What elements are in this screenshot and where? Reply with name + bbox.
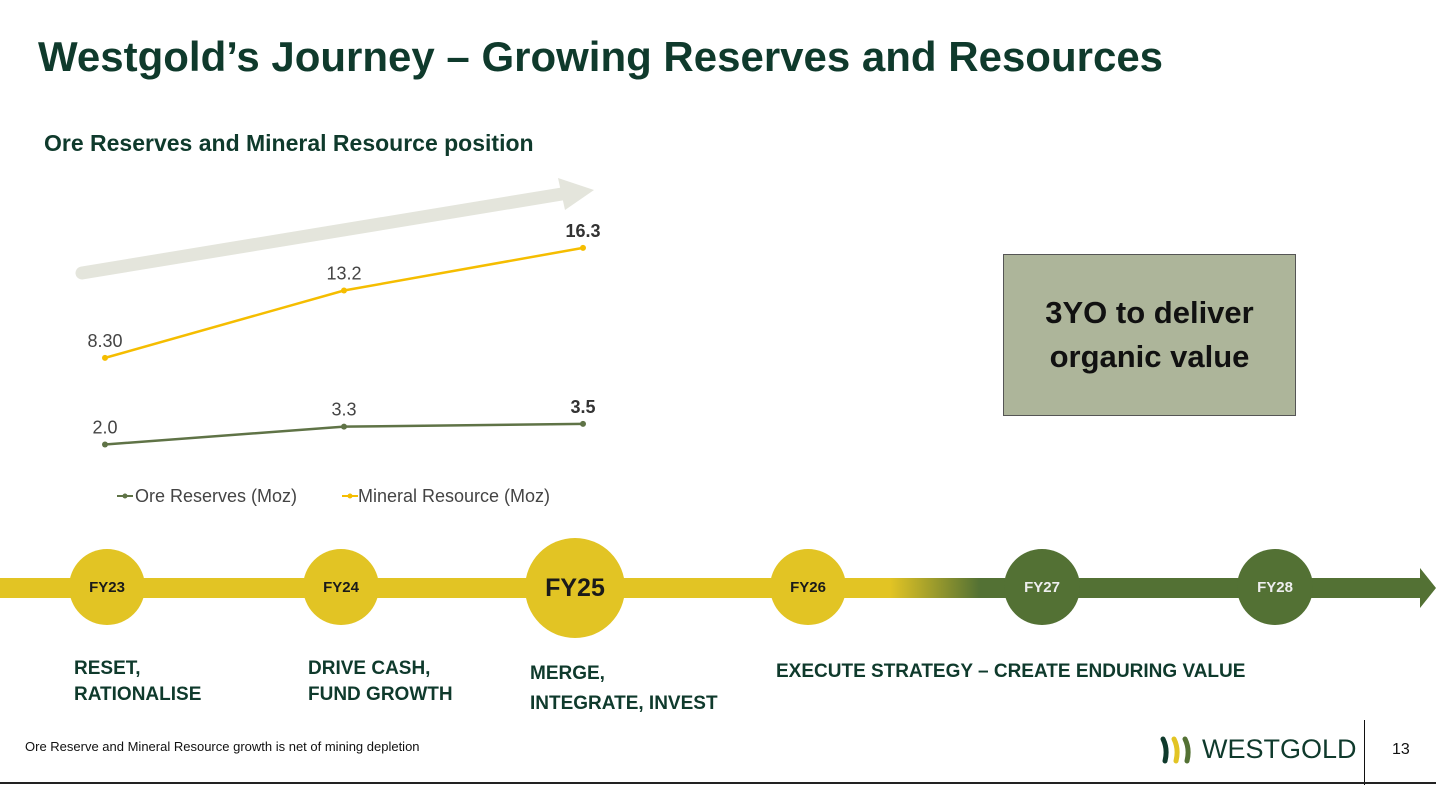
data-point xyxy=(341,287,347,294)
milestone-fy28: FY28 xyxy=(1237,549,1313,625)
callout-box: 3YO to deliver organic value xyxy=(1003,254,1296,416)
legend-ore-reserves: Ore Reserves (Moz) xyxy=(117,486,297,506)
milestone-fy27: FY27 xyxy=(1004,549,1080,625)
legend-mineral-resource: Mineral Resource (Moz) xyxy=(342,486,550,506)
data-label: 8.30 xyxy=(87,331,122,351)
milestone-fy24: FY24 xyxy=(303,549,379,625)
phase-execute: EXECUTE STRATEGY – CREATE ENDURING VALUE xyxy=(776,661,1246,682)
page-number: 13 xyxy=(1392,741,1410,758)
bottom-rule xyxy=(0,782,1436,784)
data-point xyxy=(341,423,347,430)
data-label: 13.2 xyxy=(326,264,361,284)
logo-text: WESTGOLD xyxy=(1202,734,1357,764)
milestone-fy26: FY26 xyxy=(770,549,846,625)
milestone-fy25: FY25 xyxy=(525,538,625,638)
legend: Ore Reserves (Moz) Mineral Resource (Moz… xyxy=(117,486,550,506)
phase-drive-cash: DRIVE CASH, FUND GROWTH xyxy=(308,658,453,705)
data-point xyxy=(580,244,586,251)
data-point xyxy=(102,441,108,448)
footer-divider xyxy=(1364,720,1365,785)
milestone-fy23: FY23 xyxy=(69,549,145,625)
data-label: 2.0 xyxy=(92,418,117,438)
data-point xyxy=(580,420,586,427)
timeline-band-gradient xyxy=(890,578,980,598)
westgold-logo: WESTGOLD xyxy=(1160,734,1357,765)
chart-subtitle: Ore Reserves and Mineral Resource positi… xyxy=(44,130,534,156)
timeline-band-yellow xyxy=(0,578,890,598)
data-label: 16.3 xyxy=(565,221,600,241)
footnote: Ore Reserve and Mineral Resource growth … xyxy=(25,739,420,754)
data-label: 3.3 xyxy=(331,400,356,420)
timeline-arrowhead xyxy=(1420,568,1436,608)
slide-title: Westgold’s Journey – Growing Reserves an… xyxy=(38,33,1164,80)
data-label: 3.5 xyxy=(570,397,595,417)
legend-label: Mineral Resource (Moz) xyxy=(358,486,550,506)
logo-mark-icon xyxy=(1160,736,1191,763)
phase-reset: RESET, RATIONALISE xyxy=(74,658,202,705)
phase-merge: MERGE, INTEGRATE, INVEST xyxy=(530,663,718,714)
line-chart: 2.0 3.3 3.5 8.30 13.2 16.3 Ore Reserves (Moz)… xyxy=(75,178,601,506)
trend-arrow xyxy=(75,178,594,280)
legend-label: Ore Reserves (Moz) xyxy=(135,486,297,506)
data-point xyxy=(102,354,108,361)
